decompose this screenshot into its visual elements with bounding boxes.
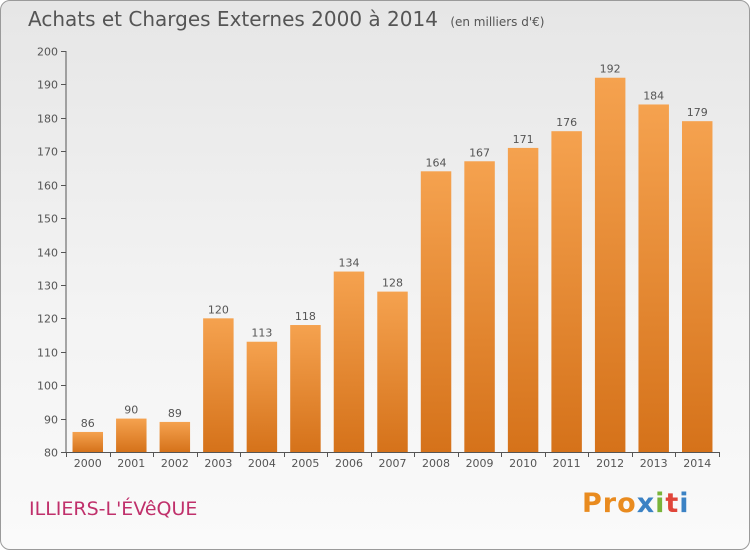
bar <box>377 291 408 452</box>
logo-letter: r <box>602 488 618 519</box>
x-tick-label: 2008 <box>422 457 450 470</box>
bar <box>116 418 147 452</box>
y-tick-label: 180 <box>37 113 58 126</box>
bar-value-label: 192 <box>600 63 621 76</box>
bar-value-label: 86 <box>81 417 95 430</box>
bar-value-label: 134 <box>338 257 359 270</box>
commune-name: ILLIERS-L'ÉVêQUE <box>29 498 198 520</box>
bar <box>203 318 234 452</box>
y-tick-label: 170 <box>37 146 58 159</box>
bar <box>638 104 669 452</box>
x-tick-label: 2012 <box>596 457 624 470</box>
logo-letter: i <box>655 488 666 519</box>
bar-value-label: 128 <box>382 277 403 290</box>
chart-title-line: Achats et Charges Externes 2000 à 2014 (… <box>28 7 544 31</box>
bar <box>246 341 278 452</box>
y-tick-label: 120 <box>37 313 58 326</box>
bar <box>420 171 452 453</box>
y-tick-label: 140 <box>37 247 58 260</box>
y-axis: 80 90 100 110 120 130 140 150 160 170 180 190 200 <box>37 46 67 460</box>
bar <box>290 325 321 452</box>
bar <box>594 77 626 452</box>
x-tick-label: 2002 <box>161 457 189 470</box>
x-tick-label: 2006 <box>335 457 363 470</box>
x-tick-label: 2000 <box>74 457 102 470</box>
x-tick-label: 2010 <box>509 457 537 470</box>
bar-value-label: 179 <box>687 106 708 119</box>
bar-value-label: 118 <box>295 310 316 323</box>
bar <box>551 131 582 452</box>
logo-letter: x <box>636 488 656 519</box>
chart-subtitle: (en milliers d'€) <box>450 15 545 29</box>
x-axis: 2000 2001 2002 2003 2004 2005 2006 2007 2008 2009… <box>66 452 720 470</box>
logo-letter: t <box>665 488 680 519</box>
x-tick-label: 2001 <box>117 457 145 470</box>
x-tick-label: 2007 <box>379 457 407 470</box>
y-tick-label: 160 <box>37 180 58 193</box>
y-tick-label: 110 <box>37 347 58 360</box>
chart-title: Achats et Charges Externes 2000 à 2014 <box>28 7 438 31</box>
bar <box>72 431 104 452</box>
proxiti-logo: Proxiti <box>582 488 690 519</box>
x-tick-label: 2011 <box>553 457 581 470</box>
bar-value-label: 167 <box>469 146 490 159</box>
y-tick-label: 150 <box>37 213 58 226</box>
bar <box>464 161 495 452</box>
x-tick-label: 2005 <box>291 457 319 470</box>
bar-value-label: 176 <box>556 116 577 129</box>
bar <box>159 421 191 452</box>
bar <box>681 121 713 453</box>
bar <box>507 147 539 453</box>
y-tick-label: 200 <box>37 46 58 59</box>
x-tick-label: 2009 <box>466 457 494 470</box>
x-tick-label: 2014 <box>683 457 711 470</box>
bar-value-label: 120 <box>208 303 229 316</box>
y-tick-label: 190 <box>37 79 58 92</box>
y-tick-label: 100 <box>37 380 58 393</box>
x-tick-label: 2013 <box>640 457 668 470</box>
y-tick-label: 90 <box>44 414 58 427</box>
y-tick-label: 130 <box>37 280 58 293</box>
bar-value-label: 89 <box>168 407 182 420</box>
bar-value-label: 113 <box>251 327 272 340</box>
bar-value-label: 164 <box>426 156 447 169</box>
bar-value-label: 184 <box>643 89 664 102</box>
bar-value-label: 171 <box>513 133 534 146</box>
bars: 86 90 89 120 113 118 134 128 164 167 171 176 192 184 1… <box>72 63 713 453</box>
logo-letter: i <box>679 488 690 519</box>
logo-letter: o <box>617 488 637 519</box>
bar-value-label: 90 <box>124 404 138 417</box>
x-tick-label: 2004 <box>248 457 276 470</box>
y-tick-label: 80 <box>44 447 58 460</box>
logo-letter: P <box>582 488 603 519</box>
bar <box>333 271 365 452</box>
x-tick-label: 2003 <box>204 457 232 470</box>
